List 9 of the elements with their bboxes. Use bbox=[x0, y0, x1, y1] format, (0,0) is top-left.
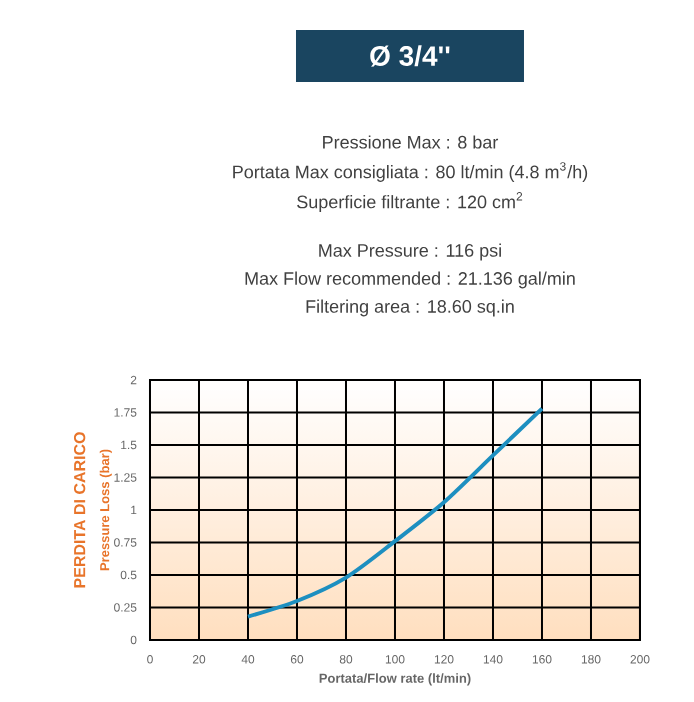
text: PERDITA DI CARICO bbox=[73, 432, 86, 588]
chart-title: Ø 3/4'' bbox=[370, 45, 450, 67]
text: Filtering area : 18.60 sq.in bbox=[306, 299, 514, 317]
line-series bbox=[246, 406, 544, 619]
text: Max Flow recommended : 21.136 gal/min bbox=[245, 271, 575, 289]
text: Superficie filtrante : 120 cm$^{2}$ bbox=[297, 192, 523, 212]
text: Portata Max consigliata : 80 lt/min (4.8 m$^{3}$/h) bbox=[233, 162, 588, 182]
text: Max Pressure : 116 psi bbox=[319, 243, 501, 261]
text: Pressione Max : 8 bar bbox=[323, 135, 499, 149]
